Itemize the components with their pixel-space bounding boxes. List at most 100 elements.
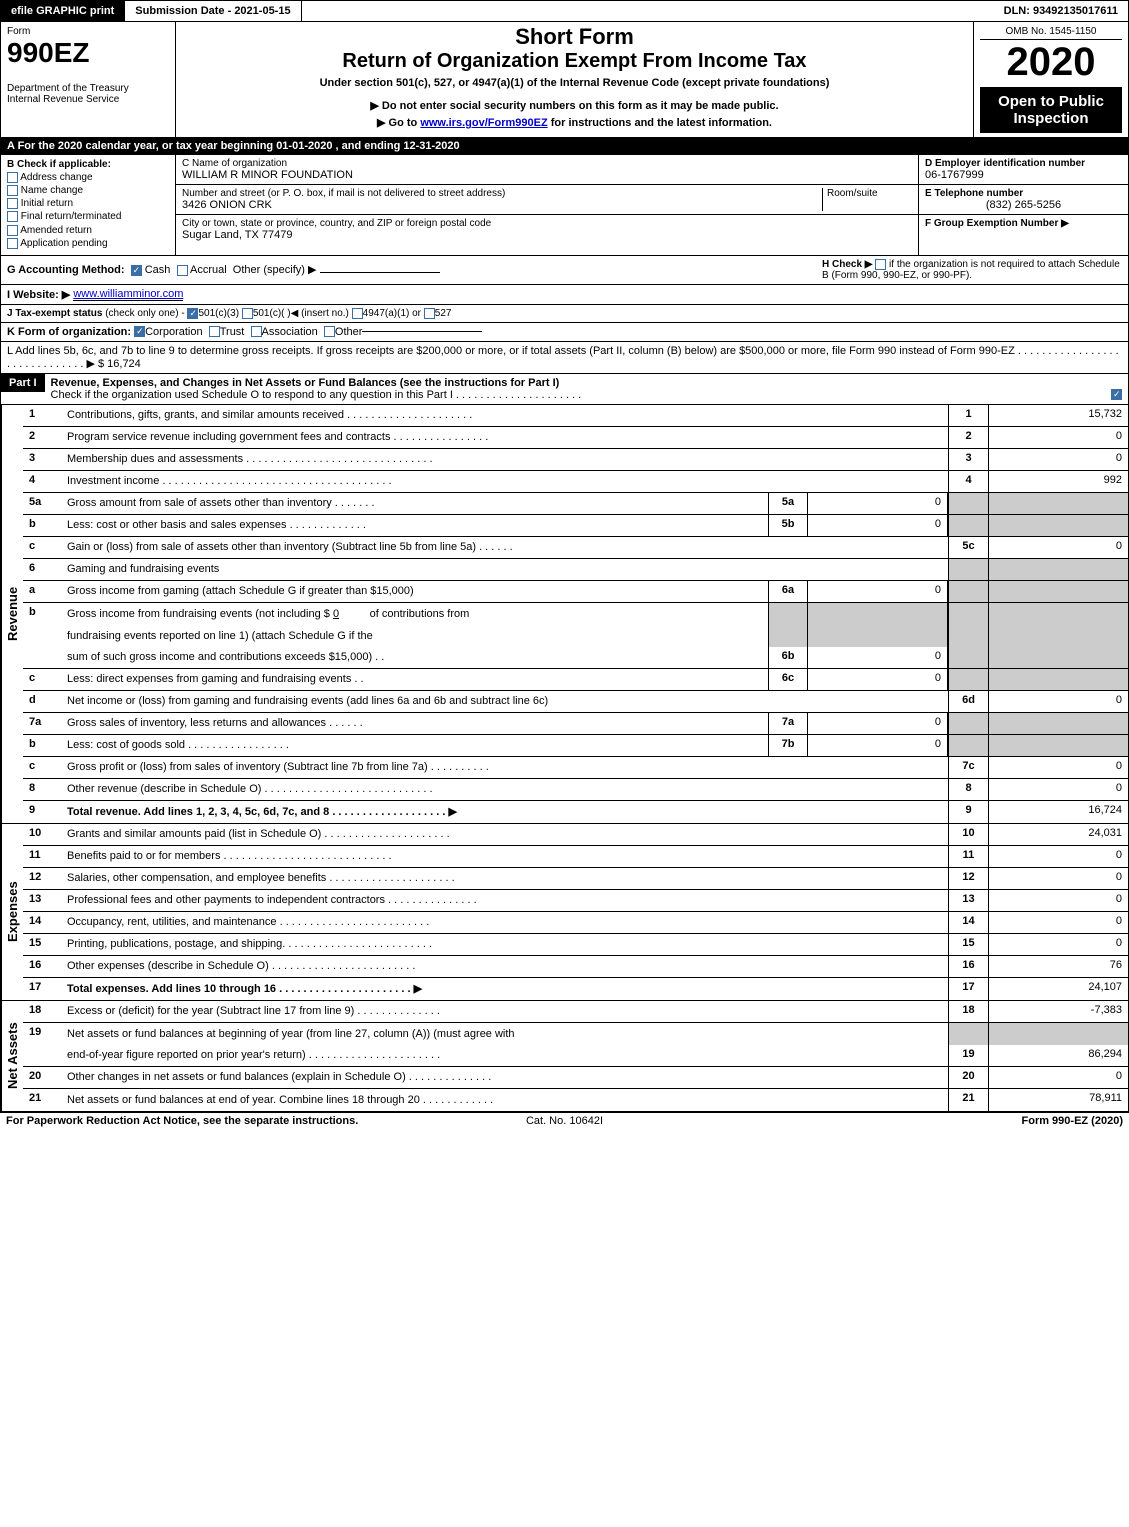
l6b-sv: 0 <box>808 647 948 668</box>
l1-num: 1 <box>23 405 63 426</box>
chk-label-3: Final return/terminated <box>21 212 122 223</box>
l6c-val-gray <box>988 669 1128 690</box>
l6d-desc: Net income or (loss) from gaming and fun… <box>63 691 948 712</box>
l9-num: 9 <box>23 801 63 823</box>
l21-desc: Net assets or fund balances at end of ye… <box>63 1089 948 1111</box>
l13-desc: Professional fees and other payments to … <box>63 890 948 911</box>
l7c-desc: Gross profit or (loss) from sales of inv… <box>63 757 948 778</box>
l1-desc: Contributions, gifts, grants, and simila… <box>63 405 948 426</box>
part-i-title: Revenue, Expenses, and Changes in Net As… <box>51 377 560 389</box>
j-o2-sub: ◀ (insert no.) <box>291 308 349 319</box>
l6d-val: 0 <box>988 691 1128 712</box>
l7b-code-gray <box>948 735 988 756</box>
chk-other-org[interactable] <box>324 326 335 337</box>
row-a-taxyear: A For the 2020 calendar year, or tax yea… <box>0 138 1129 155</box>
k-label: K Form of organization: <box>7 326 131 338</box>
l6c-sc: 6c <box>768 669 808 690</box>
chk-501c[interactable] <box>242 308 253 319</box>
l12-num: 12 <box>23 868 63 889</box>
k-other-input[interactable] <box>362 331 482 332</box>
org-name: WILLIAM R MINOR FOUNDATION <box>182 169 912 181</box>
l19-num: 19 <box>23 1023 63 1045</box>
chk-label-2: Initial return <box>21 198 73 209</box>
chk-trust[interactable] <box>209 326 220 337</box>
chk-amended-return[interactable] <box>7 225 18 236</box>
l9-val: 16,724 <box>988 801 1128 823</box>
chk-initial-return[interactable] <box>7 198 18 209</box>
f-label: F Group Exemption Number ▶ <box>925 218 1069 229</box>
l17-code: 17 <box>948 978 988 1000</box>
l6d-code: 6d <box>948 691 988 712</box>
l6b-sc: 6b <box>768 647 808 668</box>
website-link[interactable]: www.williamminor.com <box>73 288 183 301</box>
l5a-val-gray <box>988 493 1128 514</box>
chk-association[interactable] <box>251 326 262 337</box>
l6b-desc-3: sum of such gross income and contributio… <box>63 647 768 668</box>
l15-code: 15 <box>948 934 988 955</box>
efile-button[interactable]: efile GRAPHIC print <box>1 1 125 21</box>
chk-label-5: Application pending <box>20 238 107 249</box>
l11-code: 11 <box>948 846 988 867</box>
l7a-num: 7a <box>23 713 63 734</box>
chk-name-change[interactable] <box>7 185 18 196</box>
g-other-input[interactable] <box>320 272 440 273</box>
l7c-num: c <box>23 757 63 778</box>
irs-link[interactable]: www.irs.gov/Form990EZ <box>420 117 547 129</box>
chk-cash[interactable] <box>131 265 142 276</box>
l17-val: 24,107 <box>988 978 1128 1000</box>
form-label: Form <box>7 26 169 37</box>
l7c-code: 7c <box>948 757 988 778</box>
chk-corporation[interactable] <box>134 326 145 337</box>
main-title: Return of Organization Exempt From Incom… <box>182 50 967 73</box>
chk-4947[interactable] <box>352 308 363 319</box>
expenses-side-label: Expenses <box>1 824 23 1000</box>
l18-val: -7,383 <box>988 1001 1128 1022</box>
row-i: I Website: ▶ www.williamminor.com <box>0 285 1129 305</box>
chk-part-i-schedule-o[interactable] <box>1111 389 1122 400</box>
irs-label: Internal Revenue Service <box>7 94 169 105</box>
chk-application-pending[interactable] <box>7 238 18 249</box>
top-bar: efile GRAPHIC print Submission Date - 20… <box>0 0 1129 22</box>
chk-501c3[interactable] <box>187 308 198 319</box>
l5a-desc: Gross amount from sale of assets other t… <box>63 493 768 514</box>
l6a-sv: 0 <box>808 581 948 602</box>
chk-accrual[interactable] <box>177 265 188 276</box>
form-header: Form 990EZ Department of the Treasury In… <box>0 22 1129 138</box>
l6c-num: c <box>23 669 63 690</box>
part-i-label: Part I <box>1 374 45 392</box>
g-accrual: Accrual <box>190 264 227 276</box>
l5b-sc: 5b <box>768 515 808 536</box>
l19-val: 86,294 <box>988 1045 1128 1066</box>
l19-desc-2: end-of-year figure reported on prior yea… <box>63 1045 948 1066</box>
l5b-num: b <box>23 515 63 536</box>
i-label: I Website: ▶ <box>7 288 70 301</box>
addr-label: Number and street (or P. O. box, if mail… <box>182 188 505 199</box>
l11-num: 11 <box>23 846 63 867</box>
chk-h[interactable] <box>875 259 886 270</box>
l6-code-gray <box>948 559 988 580</box>
l7b-num: b <box>23 735 63 756</box>
submission-date-button[interactable]: Submission Date - 2021-05-15 <box>125 1 301 21</box>
chk-address-change[interactable] <box>7 172 18 183</box>
open-inspection-box: Open to Public Inspection <box>980 87 1122 133</box>
l5c-desc: Gain or (loss) from sale of assets other… <box>63 537 948 558</box>
warning-1: ▶ Do not enter social security numbers o… <box>182 99 967 112</box>
l7c-val: 0 <box>988 757 1128 778</box>
l6a-desc: Gross income from gaming (attach Schedul… <box>63 581 768 602</box>
chk-527[interactable] <box>424 308 435 319</box>
l13-code: 13 <box>948 890 988 911</box>
l6a-val-gray <box>988 581 1128 602</box>
l20-desc: Other changes in net assets or fund bala… <box>63 1067 948 1088</box>
l1-val: 15,732 <box>988 405 1128 426</box>
l8-val: 0 <box>988 779 1128 800</box>
warning-2: ▶ Go to www.irs.gov/Form990EZ for instru… <box>182 116 967 129</box>
l7b-desc: Less: cost of goods sold . . . . . . . .… <box>63 735 768 756</box>
l6b-desc-1: Gross income from fundraising events (no… <box>63 603 768 625</box>
l7b-sc: 7b <box>768 735 808 756</box>
k-o1: Corporation <box>145 326 202 338</box>
l10-val: 24,031 <box>988 824 1128 845</box>
chk-final-return[interactable] <box>7 211 18 222</box>
l18-code: 18 <box>948 1001 988 1022</box>
l21-num: 21 <box>23 1089 63 1111</box>
footer-right: Form 990-EZ (2020) <box>751 1115 1123 1127</box>
